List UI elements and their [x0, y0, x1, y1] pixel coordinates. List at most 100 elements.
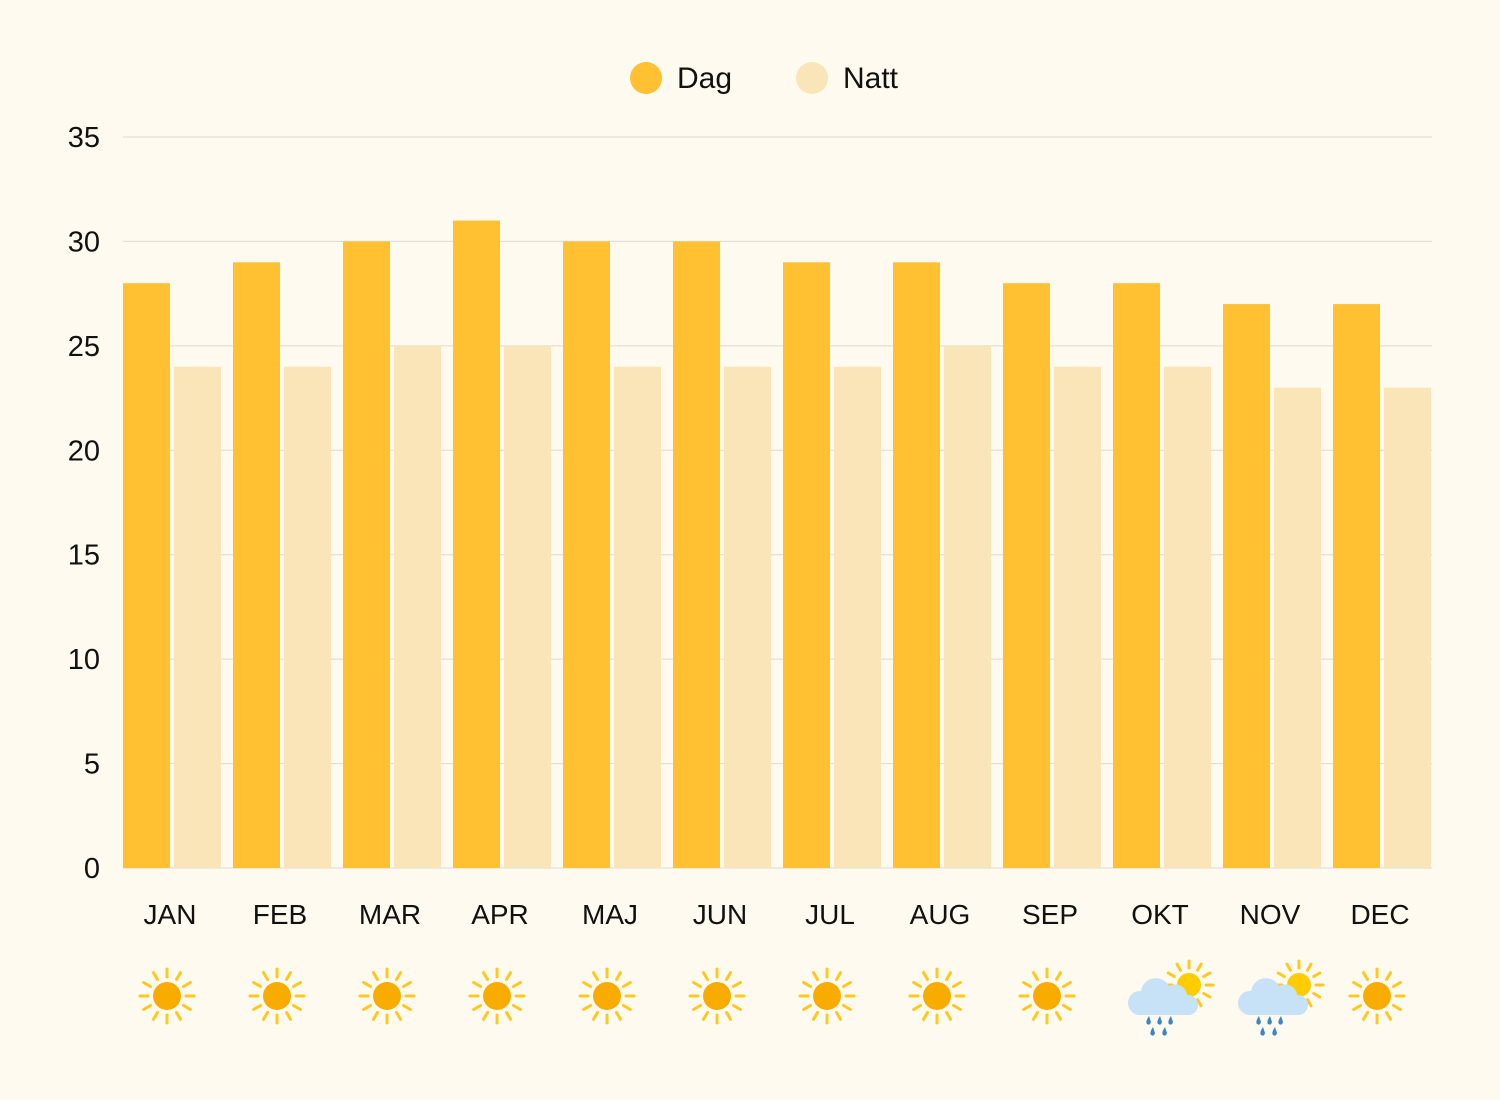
- sun-ray: [152, 971, 159, 982]
- sun-ray: [252, 1004, 263, 1011]
- sun-ray: [731, 1004, 742, 1011]
- sun-ray: [835, 971, 842, 982]
- y-tick-label: 0: [84, 853, 100, 885]
- sun-icon: [138, 967, 196, 1025]
- x-label-maj: MAJ: [582, 899, 638, 930]
- x-label-apr: APR: [471, 899, 529, 930]
- sun-ray: [835, 1010, 842, 1021]
- sun-ray: [615, 1010, 622, 1021]
- bars: [123, 220, 1431, 869]
- y-tick-label: 20: [68, 435, 100, 467]
- sun-ray: [175, 1010, 182, 1021]
- sun-ray: [1061, 1004, 1072, 1011]
- raindrop: [1272, 1027, 1277, 1036]
- bar-dag-sep: [1003, 283, 1050, 868]
- sun-ray: [945, 1010, 952, 1021]
- sun-ray: [802, 981, 813, 988]
- sun-ray: [802, 1004, 813, 1011]
- sun-ray: [1285, 962, 1292, 972]
- sun-icon: [688, 967, 746, 1025]
- bar-natt-okt: [1164, 366, 1211, 868]
- sun-ray: [1196, 962, 1203, 972]
- sun-ray: [1312, 971, 1322, 978]
- sun-ray: [812, 971, 819, 982]
- raindrop: [1267, 1016, 1272, 1025]
- raindrop: [1162, 1027, 1167, 1036]
- y-tick-label: 30: [68, 226, 100, 258]
- sun-ray: [1306, 962, 1313, 972]
- sun-ray: [582, 1004, 593, 1011]
- sun-ray: [951, 1004, 962, 1011]
- sun-ray: [1391, 1004, 1402, 1011]
- sun-icon: [358, 967, 416, 1025]
- sun-ray: [621, 981, 632, 988]
- sun-ray: [142, 981, 153, 988]
- bar-dag-maj: [563, 241, 610, 868]
- sun-ray: [285, 1010, 292, 1021]
- sun-ray: [1166, 971, 1176, 978]
- sun-ray: [482, 971, 489, 982]
- bar-dag-okt: [1113, 283, 1160, 868]
- sun-ray: [621, 1004, 632, 1011]
- sun-ray: [401, 1004, 412, 1011]
- sun-ray: [362, 1004, 373, 1011]
- sun-ray: [395, 1010, 402, 1021]
- sun-icon: [248, 967, 306, 1025]
- sun-ray: [511, 1004, 522, 1011]
- sun-ray: [592, 1010, 599, 1021]
- x-label-sep: SEP: [1022, 899, 1078, 930]
- x-label-aug: AUG: [910, 899, 971, 930]
- sun-ray: [1202, 971, 1212, 978]
- sun-ray: [702, 971, 709, 982]
- rain-cloud-sun-icon: [1127, 959, 1215, 1036]
- bar-dag-aug: [893, 262, 940, 868]
- sun-ray: [472, 1004, 483, 1011]
- sun-ray: [812, 1010, 819, 1021]
- y-tick-label: 10: [68, 644, 100, 676]
- sun-ray: [175, 971, 182, 982]
- sun-ray: [372, 971, 379, 982]
- sun-ray: [181, 981, 192, 988]
- x-label-jun: JUN: [693, 899, 747, 930]
- bar-natt-maj: [614, 366, 661, 868]
- bar-dag-mar: [343, 241, 390, 868]
- bar-natt-mar: [394, 345, 441, 868]
- raindrop: [1168, 1016, 1173, 1025]
- bar-natt-sep: [1054, 366, 1101, 868]
- sun-ray: [1385, 971, 1392, 982]
- sun-ray: [1022, 1004, 1033, 1011]
- bar-natt-aug: [944, 345, 991, 868]
- bar-dag-apr: [453, 220, 500, 869]
- sun-icon: [578, 967, 636, 1025]
- sun-ray: [262, 971, 269, 982]
- raindrop: [1260, 1027, 1265, 1036]
- sun-ray: [1022, 981, 1033, 988]
- raindrop: [1150, 1027, 1155, 1036]
- cloud: [1127, 978, 1199, 1015]
- sun-core: [1033, 982, 1061, 1010]
- sun-ray: [1306, 998, 1313, 1008]
- sun-ray: [592, 971, 599, 982]
- sun-ray: [1032, 971, 1039, 982]
- bar-natt-jul: [834, 366, 881, 868]
- sun-ray: [252, 981, 263, 988]
- sun-ray: [692, 981, 703, 988]
- sun-icon: [1348, 967, 1406, 1025]
- sun-ray: [511, 981, 522, 988]
- raindrop: [1256, 1016, 1261, 1025]
- rain-cloud-sun-icon: [1237, 959, 1325, 1036]
- sun-ray: [285, 971, 292, 982]
- sun-ray: [841, 1004, 852, 1011]
- sun-ray: [1055, 1010, 1062, 1021]
- x-label-okt: OKT: [1131, 899, 1189, 930]
- sun-ray: [1352, 1004, 1363, 1011]
- bar-dag-jun: [673, 241, 720, 868]
- y-tick-label: 35: [68, 122, 100, 154]
- sun-ray: [951, 981, 962, 988]
- sun-ray: [505, 971, 512, 982]
- sun-core: [153, 982, 181, 1010]
- grid: 0 5 10 15 20 25 30 35: [68, 122, 1432, 885]
- sun-core: [483, 982, 511, 1010]
- sun-ray: [291, 981, 302, 988]
